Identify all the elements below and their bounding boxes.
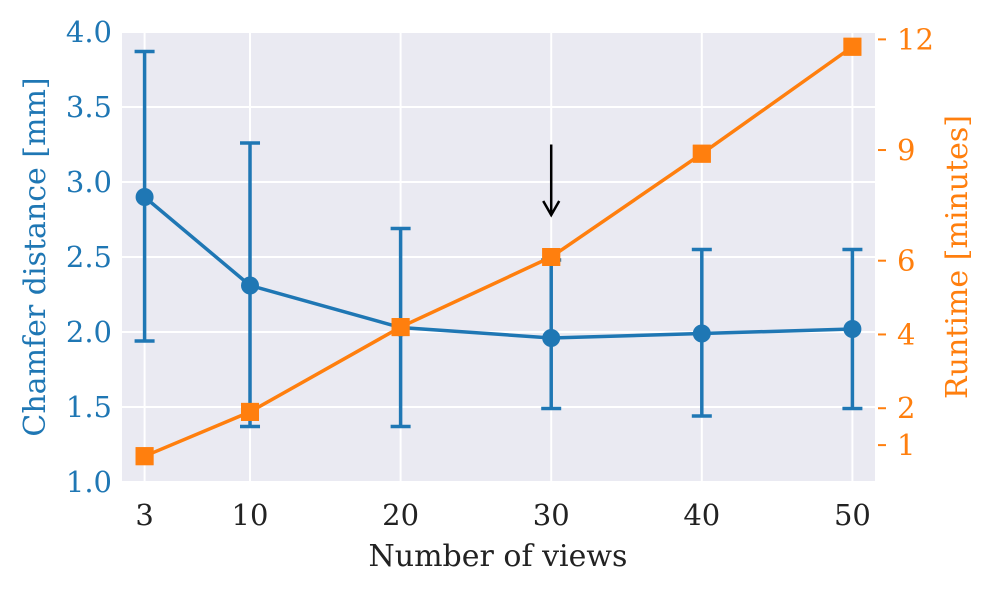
annotation-arrow <box>542 144 561 218</box>
chamfer-marker <box>692 324 711 343</box>
right-axis-ticks: 12 4 6 9 12 <box>878 22 934 462</box>
x-tick-label: 20 <box>382 498 419 532</box>
x-tick-label: 30 <box>533 498 570 532</box>
x-tick-label: 40 <box>683 498 720 532</box>
left-y-axis-label: Chamfer distance [mm] <box>18 77 53 436</box>
x-tick-label: 3 <box>135 498 153 532</box>
runtime-marker-top <box>843 37 862 56</box>
right-tick-label: 12 <box>897 22 934 56</box>
runtime-marker-top <box>241 402 260 421</box>
arrow-head <box>542 200 561 218</box>
left-tick-label: 4.0 <box>66 15 112 49</box>
x-axis-label: Number of views <box>369 539 628 574</box>
x-tick-label: 10 <box>232 498 269 532</box>
right-y-axis-label: Runtime [minutes] <box>940 115 975 399</box>
chamfer-line <box>143 195 853 340</box>
runtime-marker-top <box>692 144 711 163</box>
x-tick-label: 50 <box>834 498 871 532</box>
right-tick-label: 1 <box>897 428 915 462</box>
runtime-line <box>143 45 854 458</box>
right-tick-label: 2 <box>897 391 915 425</box>
left-tick-label: 3.5 <box>66 90 112 124</box>
chamfer-marker <box>135 188 154 206</box>
runtime-marker-top <box>391 318 410 337</box>
runtime-marker-top <box>135 447 154 466</box>
runtime-marker-top <box>542 248 561 266</box>
chamfer-marker <box>241 276 260 295</box>
right-tick-label: 6 <box>897 244 915 278</box>
left-tick-label: 3.0 <box>66 165 112 199</box>
left-tick-label: 2.0 <box>66 315 112 349</box>
runtime-series <box>135 37 862 466</box>
chamfer-marker <box>843 320 862 338</box>
left-tick-label: 2.5 <box>66 240 112 274</box>
right-tick-label: 4 <box>897 317 915 351</box>
left-axis-ticks: 1.0 1.5 2.0 2.5 3.0 3.5 4.0 <box>66 15 112 499</box>
left-tick-label: 1.0 <box>66 465 112 499</box>
x-axis-ticks: 3 10 20 30 40 50 <box>135 498 870 532</box>
chamfer-marker <box>542 329 561 347</box>
right-tick-label: 9 <box>897 133 915 167</box>
left-tick-label: 1.5 <box>66 390 112 424</box>
